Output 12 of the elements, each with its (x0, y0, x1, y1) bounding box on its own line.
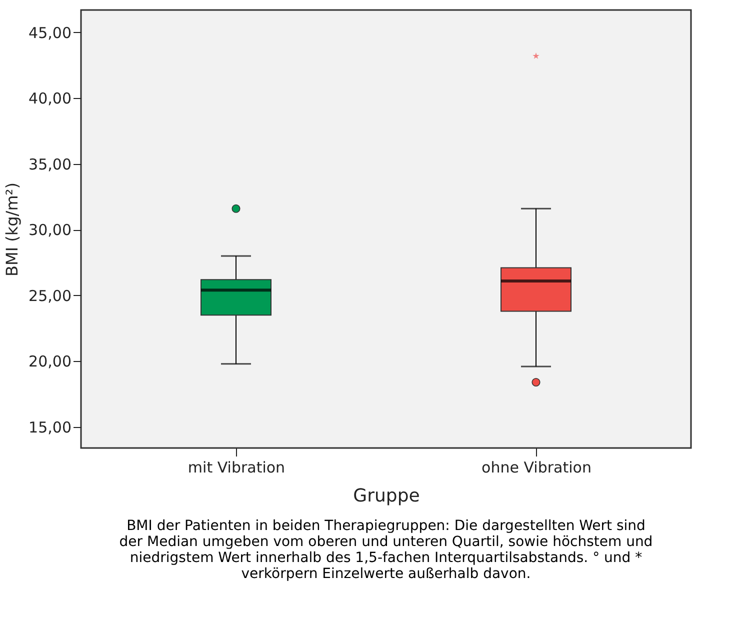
y-tick-label: 35,00 (28, 155, 72, 174)
x-axis-title: Gruppe (353, 486, 420, 506)
y-tick-label: 40,00 (28, 90, 72, 108)
y-tick-label: 30,00 (28, 221, 72, 240)
y-axis-title: BMI (kg/m²) (2, 182, 22, 276)
y-tick-label: 45,00 (28, 24, 72, 42)
x-tick-label: mit Vibration (188, 458, 286, 476)
y-tick-label: 15,00 (28, 418, 72, 436)
text: BMI der Patienten in beiden Therapiegruppen: Die dargestellten Wert sind der Median umgeben vom oberen und unteren Quartil, sowie höchstem und niedrigstem Wert innerhalb des 1,5-fachen Interquartilsabstands. ° und * verkörpern Einzelwerte außerhalb davon. (119, 518, 653, 582)
y-tick-label: 20,00 (28, 352, 72, 371)
x-tick-label: ohne Vibration (482, 458, 592, 476)
y-tick-label: 25,00 (28, 286, 72, 305)
